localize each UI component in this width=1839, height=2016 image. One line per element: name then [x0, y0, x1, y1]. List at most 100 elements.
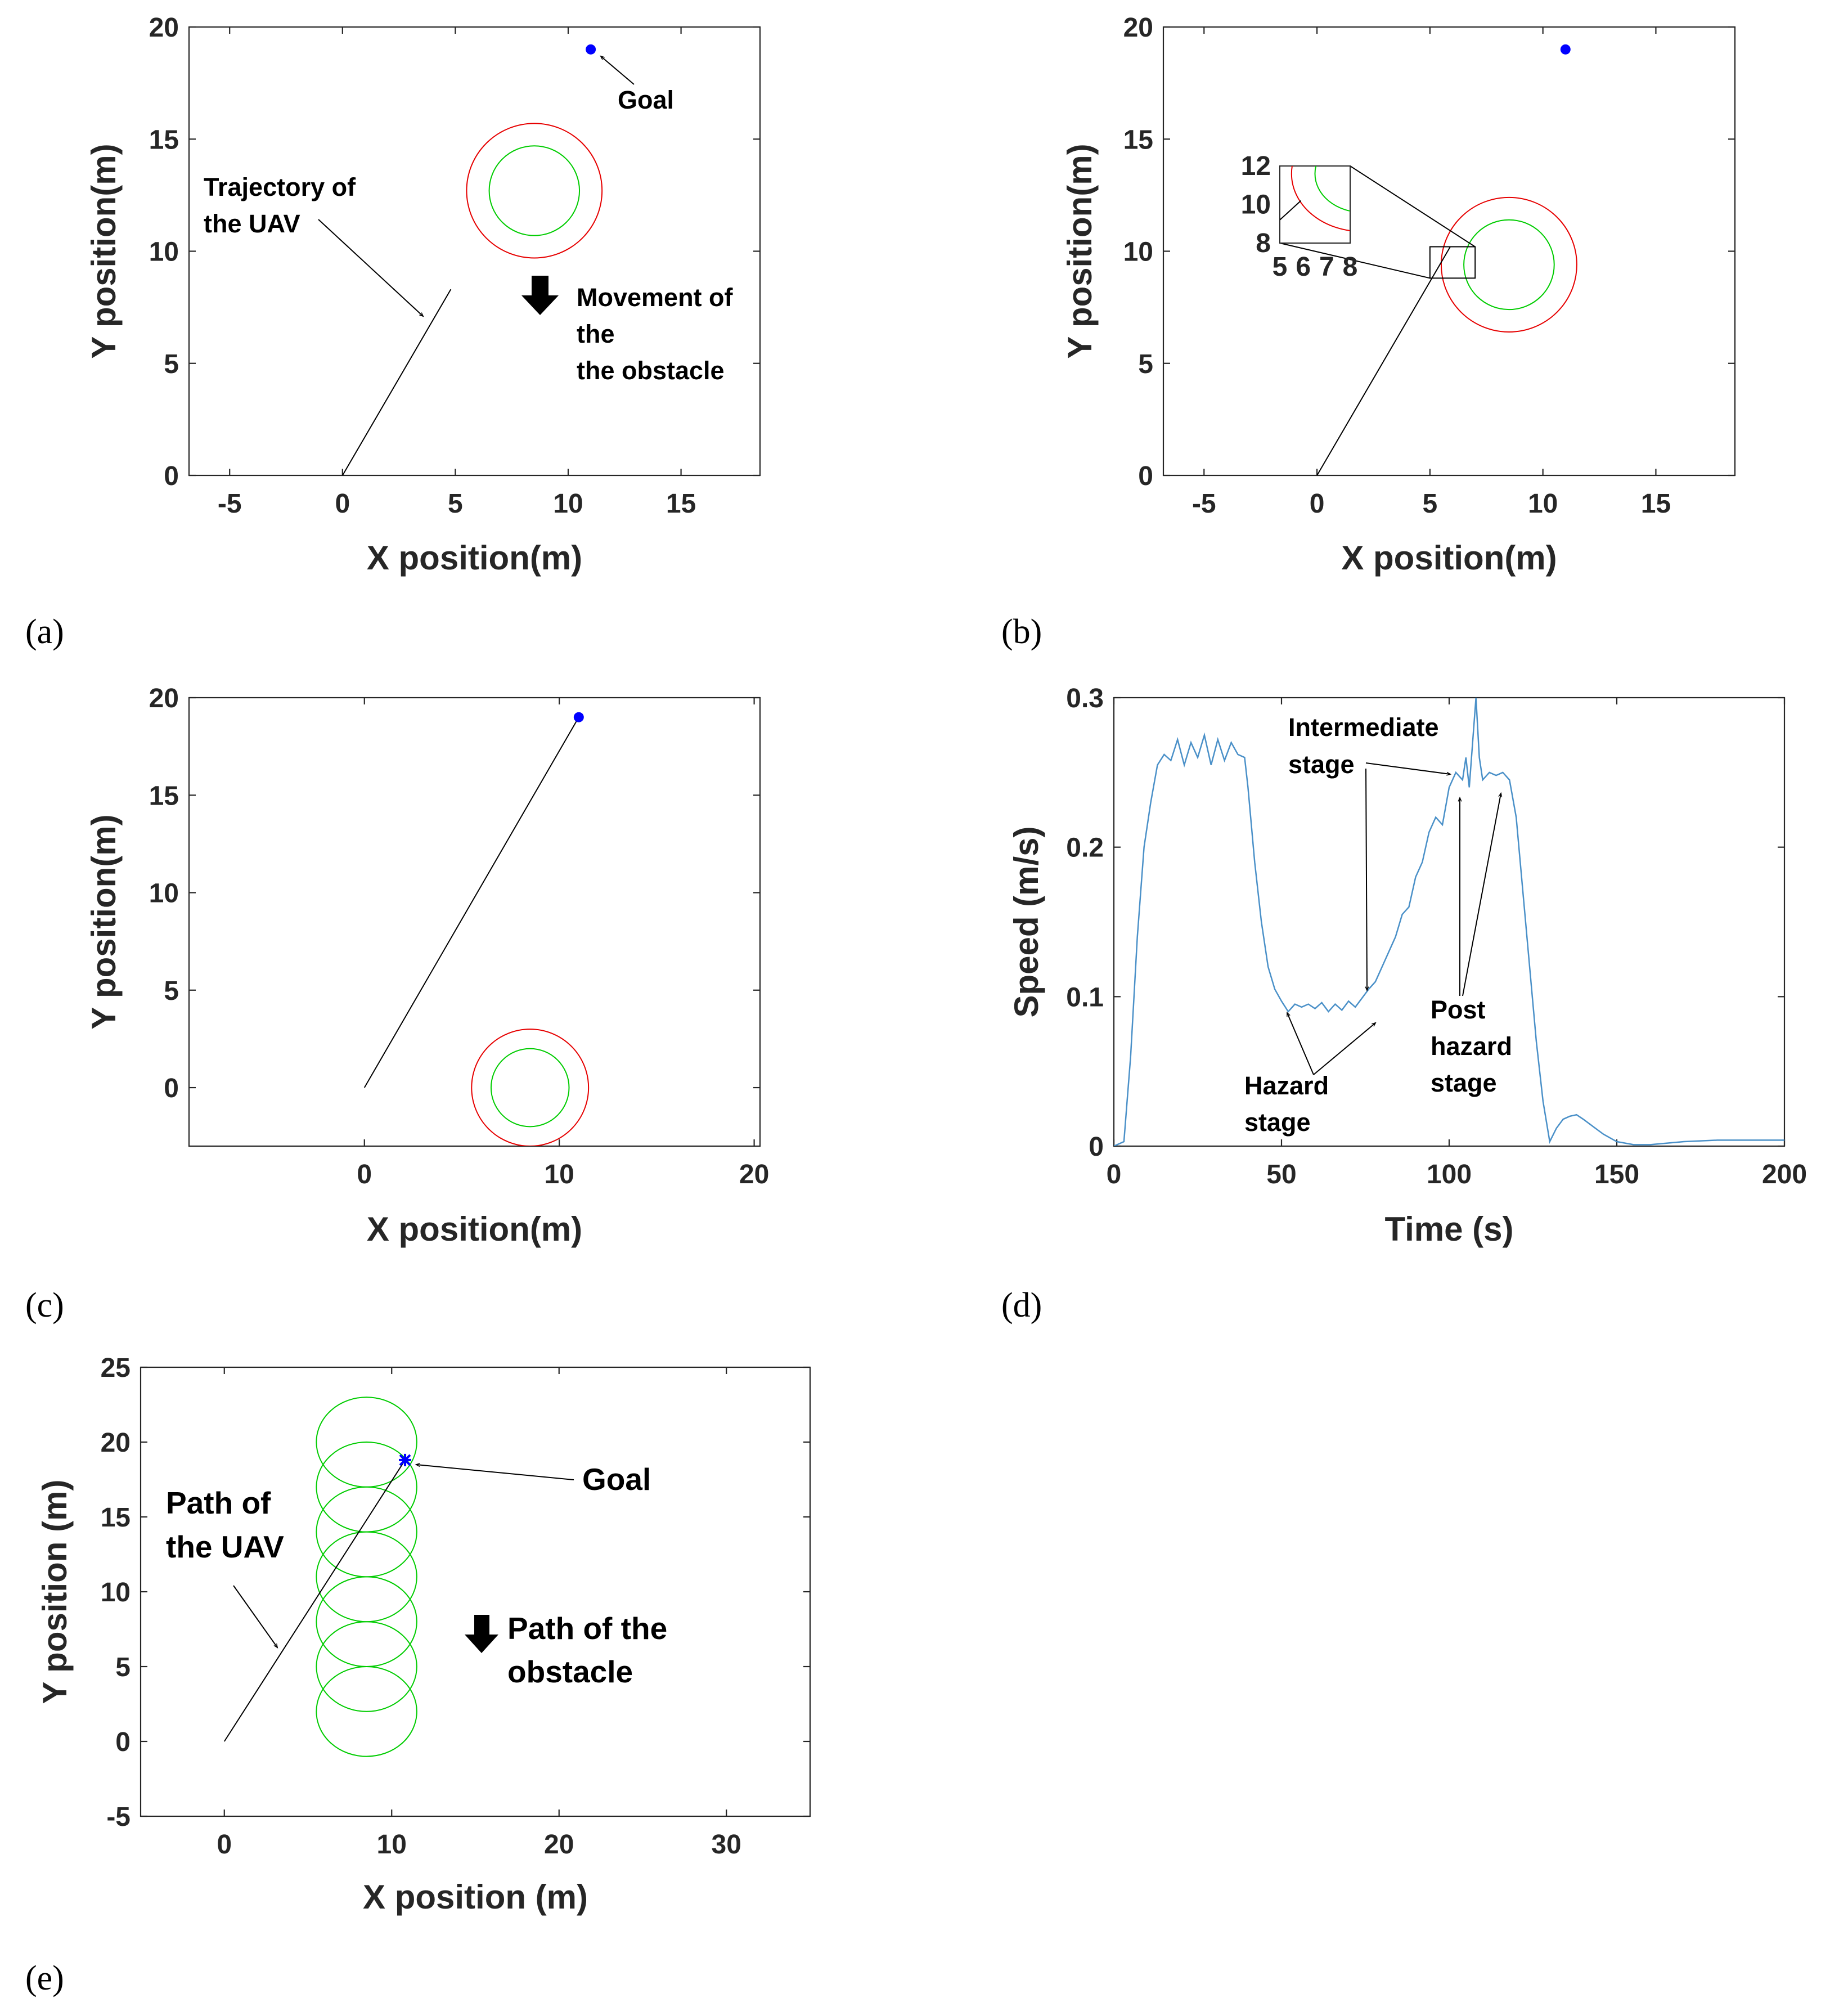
y-tick-label: 20: [149, 684, 179, 713]
annotation-post-line1: Post: [1431, 995, 1486, 1024]
x-tick-label: 0: [1310, 489, 1325, 519]
x-tick-label: 15: [1641, 489, 1671, 519]
y-tick-label: 20: [101, 1428, 131, 1458]
x-tick-label: 50: [1266, 1160, 1296, 1189]
y-tick-label: 10: [1123, 237, 1153, 267]
uav-trajectory: [341, 289, 452, 475]
plot-area-e: [223, 1397, 417, 1757]
y-tick-label: 0.1: [1066, 982, 1104, 1012]
zoom-connector-line: [1350, 165, 1476, 248]
x-tick-label: -5: [218, 489, 242, 519]
y-tick-label: 5: [115, 1653, 131, 1682]
x-tick-label: 150: [1594, 1160, 1639, 1189]
x-tick-label: 200: [1762, 1160, 1807, 1189]
inset-x-tick-label: 5: [1273, 252, 1288, 282]
y-tick-label: 25: [101, 1353, 131, 1383]
annotation-arrow-hazard-2: [1313, 1022, 1377, 1075]
y-tick-label: 0: [1089, 1132, 1104, 1162]
panel-d: 0 50 100 150 200 0 0.1 0.2 0.3 Time (s) Speed (m/s…: [1008, 684, 1807, 1248]
obstacle-circle: [1463, 219, 1555, 311]
zoom-connector-line: [1279, 243, 1431, 279]
annotation-trajectory-a-line1: Trajectory of: [204, 173, 356, 201]
subfig-label-a: (a): [25, 613, 64, 651]
y-axis-label: Speed (m/s): [1008, 826, 1045, 1017]
annotation-arrow-intermediate-2: [1365, 768, 1369, 992]
annotation-intermediate-line1: Intermediate: [1288, 713, 1439, 742]
annotation-arrow-trajectory-a: [318, 219, 424, 317]
x-axis-label: X position(m): [367, 539, 582, 577]
x-tick-label: 10: [544, 1160, 574, 1189]
y-axis-label: Y position(m): [85, 143, 123, 358]
y-tick-label: 15: [1123, 125, 1153, 155]
annotation-arrow-goal-e: [415, 1463, 574, 1480]
down-arrow-icon-e: [465, 1615, 498, 1653]
panel-b: -5 0 5 10 15 0 5 10 15 20 X position(m) Y position(…: [1061, 13, 1736, 577]
inset-trajectory: [1280, 200, 1302, 221]
down-arrow-icon: [521, 276, 559, 315]
inset-obstacle-circle: [1314, 166, 1350, 212]
y-tick-label: 20: [149, 13, 179, 43]
annotation-arrow-path-uav: [233, 1585, 278, 1649]
x-tick-label: -5: [1192, 489, 1216, 519]
plot-area-b: [1316, 44, 1577, 475]
inset-x-tick-label: 7: [1319, 252, 1334, 282]
obstacle-circle: [490, 1048, 570, 1128]
y-tick-label: 0: [164, 1074, 179, 1103]
x-tick-label: 10: [1528, 489, 1558, 519]
y-tick-label: 15: [149, 781, 179, 811]
x-tick-label: 20: [739, 1160, 769, 1189]
annotation-hazard-line1: Hazard: [1244, 1071, 1329, 1100]
obstacle-circle: [488, 145, 581, 236]
x-tick-label: 0: [217, 1830, 232, 1860]
panel-c: 0 10 20 0 5 10 15 20 X position(m) Y position(m): [85, 684, 769, 1248]
x-tick-label: 100: [1427, 1160, 1472, 1189]
x-axis-label: Time (s): [1385, 1210, 1514, 1248]
annotation-path-uav-line1: Path of: [166, 1485, 271, 1520]
uav-trajectory: [363, 717, 579, 1088]
y-axis-label: Y position (m): [36, 1480, 74, 1704]
goal-marker: [573, 712, 584, 722]
axes-frame-b: [1162, 26, 1736, 477]
inset-y-tick-label: 8: [1256, 228, 1271, 258]
annotation-movement-a-line2: the: [577, 320, 615, 348]
subfig-label-c: (c): [25, 1286, 64, 1324]
annotation-path-uav-line2: the UAV: [166, 1529, 284, 1564]
annotation-path-obstacle-line2: obstacle: [507, 1654, 633, 1689]
goal-marker: [399, 1453, 412, 1466]
annotation-trajectory-a-line2: the UAV: [204, 209, 300, 238]
annotation-arrow-goal-a: [600, 55, 635, 85]
y-tick-label: 0.3: [1066, 684, 1104, 713]
annotation-path-obstacle-line1: Path of the: [507, 1611, 667, 1646]
obstacle-safety-circle: [1440, 196, 1577, 333]
goal-marker: [586, 44, 596, 55]
zoom-source-box: [1429, 246, 1476, 279]
y-tick-label: 0: [1138, 461, 1153, 491]
annotation-hazard-line2: stage: [1244, 1108, 1311, 1137]
x-tick-label: 0: [357, 1160, 372, 1189]
axes-frame-e: [140, 1366, 811, 1817]
panel-e: 0 10 20 30 -5 0 5 10 15 20 25 X position (m) Y posit…: [36, 1353, 811, 1916]
uav-trajectory: [1316, 246, 1451, 475]
y-tick-label: 15: [101, 1503, 131, 1533]
y-tick-label: 10: [149, 237, 179, 267]
x-tick-label: 5: [448, 489, 463, 519]
annotation-arrow-intermediate-1: [1365, 762, 1452, 776]
annotation-arrow-post-2: [1462, 792, 1503, 996]
y-tick-label: 15: [149, 125, 179, 155]
x-axis-label: X position (m): [363, 1878, 588, 1916]
uav-trajectory: [223, 1460, 406, 1742]
y-axis-label: Y position(m): [1061, 143, 1099, 358]
x-tick-label: 10: [553, 489, 583, 519]
inset-y-tick-label: 10: [1241, 190, 1271, 220]
y-tick-label: 5: [1138, 349, 1153, 379]
x-tick-label: 20: [544, 1830, 574, 1860]
y-tick-label: 5: [164, 976, 179, 1006]
x-tick-label: 10: [377, 1830, 407, 1860]
annotation-goal-e: Goal: [582, 1462, 651, 1497]
plot-area-c: [363, 712, 590, 1146]
y-tick-label: 0.2: [1066, 833, 1104, 863]
goal-marker: [1560, 44, 1571, 55]
axes-frame-c: [188, 697, 761, 1147]
speed-series-line: [1114, 698, 1784, 1146]
y-axis-label: Y position(m): [85, 814, 123, 1029]
